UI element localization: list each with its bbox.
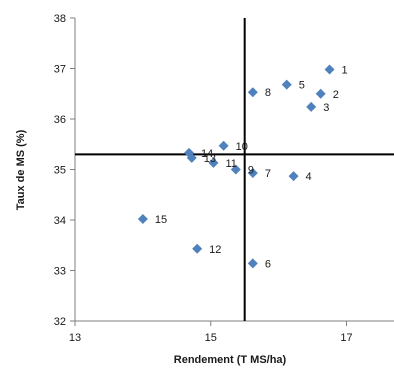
data-point-label-11: 11: [225, 158, 236, 170]
data-point-label-10: 10: [236, 141, 248, 153]
data-point-marker-14: [184, 147, 195, 158]
x-tick-label: 15: [205, 332, 217, 344]
y-tick-label: 36: [54, 114, 66, 126]
data-point-label-3: 3: [323, 102, 329, 114]
data-point-label-2: 2: [333, 89, 339, 101]
y-tick-label: 38: [54, 13, 66, 25]
data-point-marker-9: [230, 164, 241, 175]
data-point-marker-6: [247, 258, 258, 269]
data-point-label-5: 5: [299, 80, 305, 92]
data-point-label-9: 9: [248, 165, 254, 177]
data-point-label-14: 14: [201, 148, 213, 160]
data-point-marker-3: [306, 101, 317, 112]
data-point-marker-12: [192, 243, 203, 254]
data-point-marker-7: [247, 168, 258, 179]
data-point-label-13: 13: [204, 153, 216, 165]
data-point-marker-1: [324, 64, 335, 75]
data-point-label-4: 4: [306, 171, 312, 183]
data-point-marker-2: [315, 88, 326, 99]
y-tick-label: 35: [54, 165, 66, 177]
x-tick-label: 13: [69, 332, 81, 344]
x-axis-title: Rendement (T MS/ha): [174, 354, 287, 366]
data-point-marker-5: [281, 79, 292, 90]
data-point-label-7: 7: [265, 168, 271, 180]
data-point-label-6: 6: [265, 258, 271, 270]
y-tick-label: 37: [54, 64, 66, 76]
y-tick-label: 33: [54, 266, 66, 278]
data-point-marker-4: [288, 171, 299, 182]
data-point-marker-15: [137, 213, 148, 224]
y-axis-ticks: 32 33 34 35 36 37 38: [54, 13, 75, 328]
data-point-marker-8: [247, 87, 258, 98]
y-axis-title: Taux de MS (%): [15, 129, 27, 210]
data-point-label-8: 8: [265, 87, 271, 99]
y-tick-label: 34: [54, 215, 66, 227]
data-point-label-15: 15: [155, 214, 167, 226]
y-tick-label: 32: [54, 316, 66, 328]
data-point-label-12: 12: [209, 244, 221, 256]
x-axis-ticks: 13 15 17: [69, 321, 353, 344]
x-tick-label: 17: [340, 332, 352, 344]
data-point-marker-11: [208, 157, 219, 168]
data-point-label-1: 1: [342, 65, 348, 77]
data-point-marker-10: [218, 140, 229, 151]
